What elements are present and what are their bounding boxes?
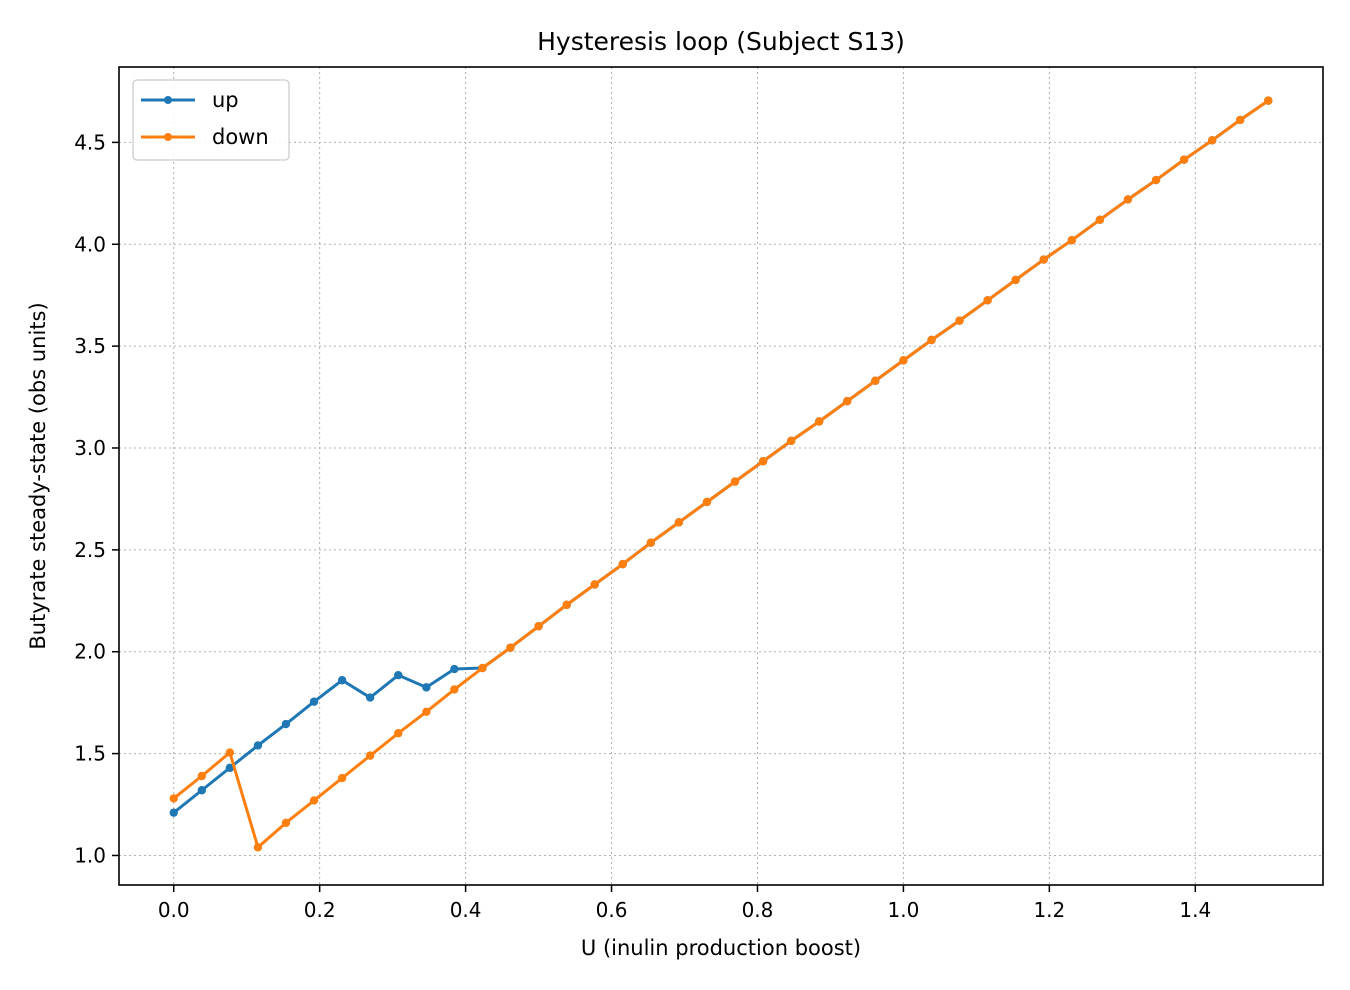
data-point-up (225, 763, 235, 773)
legend-label-up: up (212, 88, 239, 112)
y-tick-label: 4.5 (74, 130, 106, 154)
x-tick-label: 1.0 (888, 898, 920, 922)
data-point-up (365, 693, 375, 702)
data-point-down (365, 751, 375, 760)
x-tick-label: 0.0 (158, 898, 190, 922)
data-point-up (394, 670, 403, 680)
y-axis-label: Butyrate steady-state (obs units) (26, 302, 50, 649)
data-point-down (1039, 255, 1048, 264)
data-point-down (1179, 155, 1189, 164)
y-tick-label: 4.0 (74, 232, 106, 256)
data-point-down (253, 843, 263, 852)
data-point-down (197, 771, 207, 781)
data-point-up (281, 719, 291, 729)
data-point-down (422, 707, 431, 717)
data-point-down (478, 663, 487, 673)
y-tick-label: 2.0 (74, 640, 106, 664)
data-point-down (1095, 215, 1105, 224)
data-point-down (674, 518, 684, 527)
data-point-down (1067, 235, 1077, 245)
grid-lines (119, 67, 1323, 885)
y-tick-label: 2.5 (74, 538, 106, 562)
x-tick-label: 1.2 (1033, 898, 1065, 922)
data-point-down (702, 497, 712, 507)
data-point-down (1235, 115, 1245, 125)
data-point-down (450, 685, 459, 694)
plot-series (169, 96, 1273, 852)
data-point-down (899, 356, 908, 365)
data-point-down (730, 477, 740, 486)
data-point-up (337, 676, 347, 685)
chart-title: Hysteresis loop (Subject S13) (537, 27, 905, 56)
data-point-down (1264, 96, 1273, 105)
legend-label-down: down (212, 125, 269, 149)
data-point-down (843, 396, 852, 406)
axis-ticks: 0.0 0.2 0.4 0.6 0.8 1.0 1.2 1.4 1.0 1.5 2.0 2.5 3.0 3… (74, 130, 1211, 922)
data-point-down (983, 296, 992, 305)
data-point-up (197, 786, 207, 795)
data-point-down (1123, 195, 1133, 204)
data-point-up (450, 664, 459, 674)
data-point-down (787, 436, 796, 446)
data-point-down (871, 376, 880, 385)
series-line-down (172, 99, 1270, 849)
data-point-down (562, 600, 571, 610)
data-point-up (309, 697, 319, 706)
plot-frame (118, 66, 1324, 886)
data-point-down (927, 335, 936, 345)
data-point-down (646, 538, 655, 547)
legend-marker-down (164, 133, 172, 141)
y-tick-label: 3.5 (74, 334, 106, 358)
data-point-up (253, 741, 263, 750)
x-axis-label: U (inulin production boost) (581, 936, 861, 960)
y-tick-label: 1.0 (74, 843, 106, 867)
x-tick-label: 1.4 (1179, 898, 1211, 922)
x-tick-label: 0.8 (742, 898, 774, 922)
data-point-down (1207, 136, 1217, 145)
data-point-down (1151, 175, 1161, 185)
data-point-down (758, 457, 768, 466)
x-tick-label: 0.2 (304, 898, 336, 922)
data-point-up (422, 683, 431, 692)
data-point-down (815, 417, 824, 426)
data-point-down (394, 729, 403, 738)
data-point-down (618, 559, 627, 569)
data-point-down (169, 794, 178, 803)
data-point-down (506, 643, 515, 652)
legend: up down (132, 79, 290, 161)
data-point-down (534, 622, 543, 631)
x-tick-label: 0.6 (596, 898, 628, 922)
data-point-down (337, 773, 347, 783)
x-tick-label: 0.4 (450, 898, 482, 922)
legend-marker-up (164, 96, 172, 104)
data-point-down (225, 748, 235, 757)
data-point-down (955, 316, 964, 325)
data-point-down (309, 796, 319, 805)
data-point-up (169, 808, 178, 817)
data-point-down (590, 580, 599, 589)
data-point-down (281, 818, 291, 828)
y-tick-label: 3.0 (74, 436, 106, 460)
y-tick-label: 1.5 (74, 742, 106, 766)
data-point-down (1011, 275, 1020, 285)
